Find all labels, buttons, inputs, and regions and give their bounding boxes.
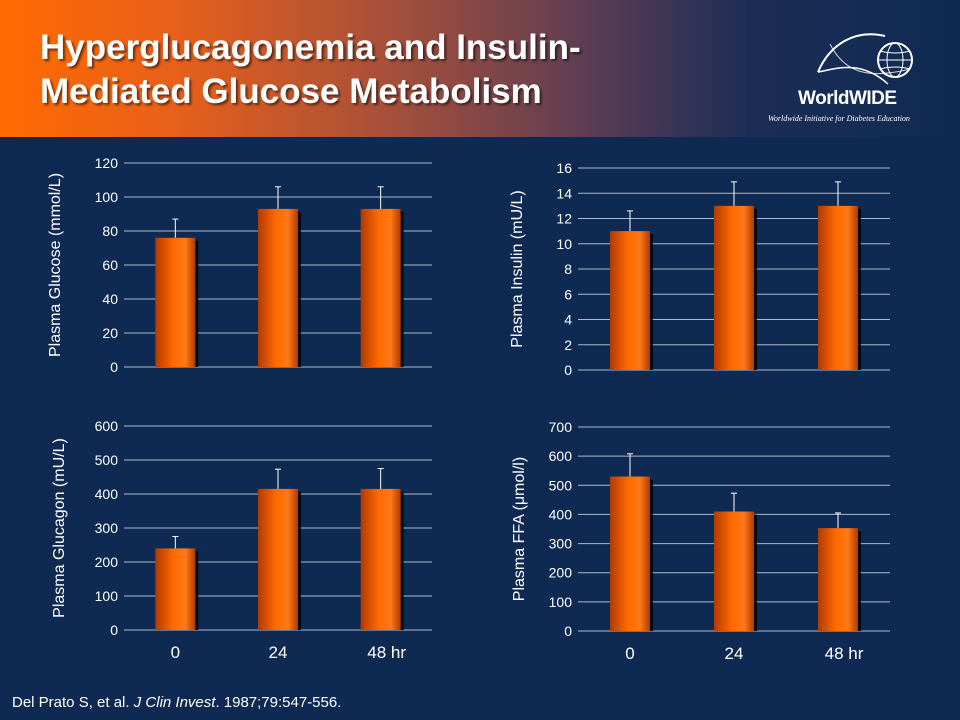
globe-logo-icon — [817, 33, 913, 85]
chart-2-category-label: 24 — [269, 643, 288, 662]
title-line-1: Hyperglucagonemia and Insulin- — [40, 28, 581, 67]
chart-1-ytick-label: 16 — [556, 160, 572, 176]
chart-3-category-label: 48 hr — [825, 644, 864, 663]
chart-0-ytick-label: 60 — [102, 257, 118, 273]
chart-0-ytick-label: 0 — [110, 359, 118, 375]
chart-3-ytick-label: 500 — [549, 477, 573, 493]
chart-1-ytick-label: 4 — [564, 312, 572, 328]
chart-3-ytick-label: 0 — [564, 623, 572, 639]
chart-3-ytick-label: 600 — [549, 448, 573, 464]
chart-0-ytick-label: 20 — [102, 325, 118, 341]
chart-0-ytick-label: 80 — [102, 223, 118, 239]
chart-2-bar — [360, 488, 401, 630]
chart-3-bar — [610, 476, 650, 631]
chart-1-bar — [714, 205, 754, 370]
chart-2-ytick-label: 400 — [95, 486, 119, 502]
chart-0-bar — [155, 237, 196, 367]
chart-3-bar — [818, 528, 858, 631]
chart-3-ytick-label: 400 — [549, 506, 573, 522]
chart-3-ytick-label: 700 — [549, 419, 573, 435]
chart-2-bar — [155, 548, 196, 630]
chart-3-category-label: 0 — [625, 644, 634, 663]
chart-3-ytick-label: 200 — [549, 565, 573, 581]
citation-authors: Del Prato S, et al. — [12, 694, 134, 711]
slide-title: Hyperglucagonemia and Insulin- Mediated … — [40, 26, 660, 114]
citation-details: . 1987;79:547-556. — [215, 694, 342, 711]
chart-3-category-label: 24 — [725, 644, 744, 663]
chart-2-ylabel: Plasma Glucagon (mU/L) — [51, 438, 68, 618]
chart-2-ytick-label: 0 — [110, 622, 118, 638]
chart-2-ytick-label: 300 — [95, 520, 119, 536]
chart-3-ytick-label: 100 — [549, 594, 573, 610]
chart-1-ylabel: Plasma Insulin (mU/L) — [509, 190, 526, 347]
chart-0-ytick-label: 120 — [95, 155, 119, 171]
chart-0-bar — [258, 208, 298, 367]
chart-3-ylabel: Plasma FFA (μmol/l) — [511, 457, 528, 601]
citation: Del Prato S, et al. J Clin Invest. 1987;… — [12, 694, 341, 711]
chart-1-ytick-label: 10 — [556, 236, 572, 252]
logo-wordmark: WorldWIDE — [798, 88, 897, 109]
chart-1-ytick-label: 6 — [564, 286, 572, 302]
chart-1-bar — [610, 231, 650, 370]
chart-1-ytick-label: 14 — [556, 185, 572, 201]
chart-0-ytick-label: 40 — [102, 291, 118, 307]
chart-2-ytick-label: 200 — [95, 554, 119, 570]
chart-2-ytick-label: 100 — [95, 588, 119, 604]
chart-3-ytick-label: 300 — [549, 536, 573, 552]
citation-journal: J Clin Invest — [133, 694, 216, 711]
chart-1-ytick-label: 12 — [556, 211, 572, 227]
header-banner — [0, 0, 960, 137]
title-line-2: Mediated Glucose Metabolism — [40, 72, 542, 111]
chart-2-ytick-label: 600 — [95, 418, 119, 434]
chart-0-ylabel: Plasma Glucose (mmol/L) — [47, 173, 64, 357]
chart-1-bar — [818, 205, 858, 370]
logo-tagline: Worldwide Initiative for Diabetes Educat… — [768, 114, 910, 123]
chart-2-ytick-label: 500 — [95, 452, 119, 468]
chart-1-ytick-label: 2 — [564, 337, 572, 353]
chart-2-category-label: 0 — [171, 643, 180, 662]
chart-2-bar — [258, 488, 298, 630]
chart-3-bar — [714, 511, 754, 631]
chart-0-ytick-label: 100 — [95, 189, 119, 205]
chart-1-ytick-label: 8 — [564, 261, 572, 277]
chart-1-ytick-label: 0 — [564, 362, 572, 378]
chart-0-bar — [360, 208, 401, 367]
chart-2-category-label: 48 hr — [367, 643, 406, 662]
